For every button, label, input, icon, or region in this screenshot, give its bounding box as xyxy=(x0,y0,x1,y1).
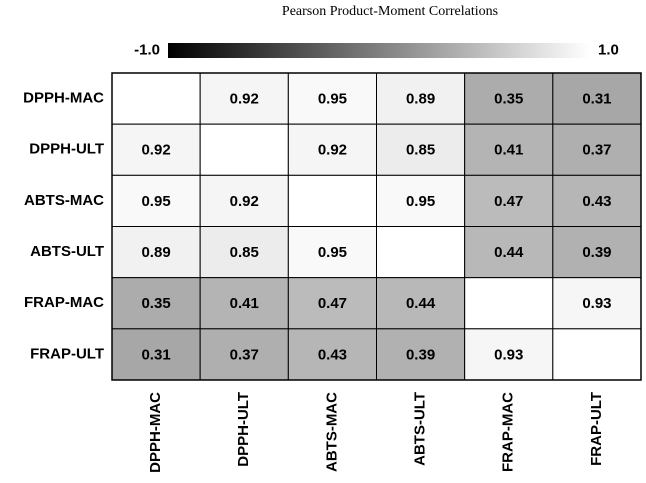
cell-label: 0.44 xyxy=(406,295,436,312)
cell-label: 0.95 xyxy=(318,91,347,108)
cell-label: 0.95 xyxy=(141,193,170,210)
row-label: FRAP-ULT xyxy=(30,345,104,362)
cell xyxy=(287,226,378,279)
cell-label: 0.89 xyxy=(406,91,435,108)
column-label: DPPH-MAC xyxy=(147,392,164,473)
cell-label: 0.85 xyxy=(230,244,259,261)
colorbar-label: 1.0 xyxy=(598,41,619,58)
cell xyxy=(464,72,554,125)
cell-label: 0.85 xyxy=(406,142,435,159)
cell xyxy=(376,226,466,279)
cell xyxy=(464,174,554,227)
cell-label: 0.92 xyxy=(230,91,259,108)
row-label: ABTS-ULT xyxy=(30,243,104,260)
cell xyxy=(376,123,466,176)
cell xyxy=(464,277,554,330)
chart-title: Pearson Product-Moment Correlations xyxy=(282,4,498,19)
cell-label: 0.37 xyxy=(582,142,611,159)
cell-label: 0.35 xyxy=(141,295,170,312)
cell-label: 0.43 xyxy=(582,193,611,210)
cell-label: 0.93 xyxy=(582,295,611,312)
cell-label: 0.37 xyxy=(230,346,259,363)
cell-label: 0.95 xyxy=(318,244,347,261)
cell-label: 0.92 xyxy=(141,142,170,159)
cell xyxy=(376,328,466,381)
cell-label: 0.35 xyxy=(494,91,523,108)
cell xyxy=(199,72,289,125)
cell xyxy=(199,277,289,330)
row-label: DPPH-MAC xyxy=(23,90,104,107)
cell xyxy=(552,123,642,176)
row-label: FRAP-MAC xyxy=(24,294,104,311)
cell-label: 0.89 xyxy=(141,244,170,261)
cell xyxy=(464,226,554,279)
cell xyxy=(199,123,289,176)
cell-label: 0.95 xyxy=(406,193,435,210)
cell-label: 0.43 xyxy=(318,346,347,363)
cell-label: 0.93 xyxy=(494,346,523,363)
cell-label: 0.39 xyxy=(582,244,611,261)
row-label: ABTS-MAC xyxy=(24,192,104,209)
cell xyxy=(199,174,289,227)
colorbar-label: -1.0 xyxy=(134,41,160,58)
cell xyxy=(552,277,642,330)
cell xyxy=(552,328,642,381)
cell-label: 0.31 xyxy=(141,346,170,363)
column-label: FRAP-MAC xyxy=(500,392,517,472)
colorbar xyxy=(168,43,590,58)
column-label: FRAP-ULT xyxy=(588,392,605,466)
cell-label: 0.31 xyxy=(582,91,611,108)
cell-label: 0.41 xyxy=(494,142,523,159)
cell xyxy=(111,277,201,330)
column-label: DPPH-ULT xyxy=(235,392,252,467)
cell-label: 0.47 xyxy=(318,295,347,312)
column-label: ABTS-ULT xyxy=(412,392,429,466)
cell xyxy=(552,226,642,279)
cell-label: 0.44 xyxy=(494,244,524,261)
cell xyxy=(287,328,378,381)
row-label: DPPH-ULT xyxy=(29,141,104,158)
cell-label: 0.92 xyxy=(230,193,259,210)
column-label: ABTS-MAC xyxy=(323,392,340,472)
cell-label: 0.39 xyxy=(406,346,435,363)
cell xyxy=(287,72,378,125)
cell xyxy=(199,226,289,279)
cell-label: 0.92 xyxy=(318,142,347,159)
cell-label: 0.47 xyxy=(494,193,523,210)
cell-label: 0.41 xyxy=(230,295,259,312)
cell xyxy=(287,277,378,330)
cell xyxy=(111,72,201,125)
cell xyxy=(199,328,289,381)
matrix-border xyxy=(111,72,642,381)
cell xyxy=(287,174,378,227)
